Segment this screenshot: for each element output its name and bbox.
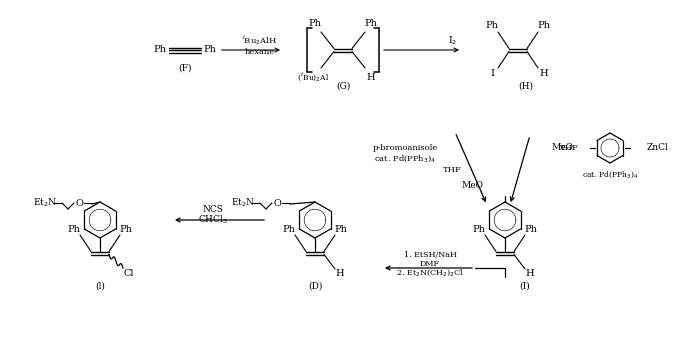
Text: 2. Et$_2$N(CH$_2$)$_2$Cl: 2. Et$_2$N(CH$_2$)$_2$Cl xyxy=(396,268,464,279)
Text: 1. EtSH/NaH: 1. EtSH/NaH xyxy=(403,251,457,259)
Text: (F): (F) xyxy=(179,63,192,72)
Text: Ph: Ph xyxy=(68,225,80,235)
Text: Ph: Ph xyxy=(473,225,485,235)
Text: Ph: Ph xyxy=(309,19,322,27)
Text: DMF: DMF xyxy=(420,260,440,268)
Text: ($^t$Bu)$_2$Al: ($^t$Bu)$_2$Al xyxy=(297,70,329,84)
Text: (G): (G) xyxy=(336,82,350,91)
Text: Ph: Ph xyxy=(120,225,132,235)
Text: Ph: Ph xyxy=(282,225,295,235)
Text: H: H xyxy=(336,270,345,279)
Text: THF: THF xyxy=(443,166,462,174)
Text: (H): (H) xyxy=(518,82,534,91)
Text: Ph: Ph xyxy=(203,46,217,55)
Text: (I): (I) xyxy=(520,282,530,291)
Text: p-bromoanisole: p-bromoanisole xyxy=(372,144,437,152)
Text: H: H xyxy=(540,70,548,79)
Text: Et$_2$N: Et$_2$N xyxy=(231,197,255,209)
Text: O: O xyxy=(75,199,83,208)
Text: (D): (D) xyxy=(308,282,322,291)
Text: I$_2$: I$_2$ xyxy=(448,35,457,47)
Text: ZnCl: ZnCl xyxy=(647,143,668,153)
Text: I: I xyxy=(490,70,494,79)
Text: Ph: Ph xyxy=(538,22,550,31)
Text: H: H xyxy=(367,72,375,82)
Text: cat. Pd(PPh$_3$)$_4$: cat. Pd(PPh$_3$)$_4$ xyxy=(582,169,639,180)
Text: MeO: MeO xyxy=(551,143,573,153)
Text: (l): (l) xyxy=(95,282,105,291)
Text: Ph: Ph xyxy=(334,225,347,235)
Text: Ph: Ph xyxy=(525,225,538,235)
Text: Et$_2$N: Et$_2$N xyxy=(33,197,57,209)
Text: Ph: Ph xyxy=(365,19,377,27)
Text: O: O xyxy=(273,199,281,208)
Text: Cl: Cl xyxy=(124,269,134,277)
Text: H: H xyxy=(526,269,534,277)
Text: NCS: NCS xyxy=(203,204,224,213)
Text: $^{i}$Bu$_2$AlH: $^{i}$Bu$_2$AlH xyxy=(242,33,277,47)
Text: THF: THF xyxy=(560,144,579,152)
Text: CHCl$_3$: CHCl$_3$ xyxy=(198,214,228,226)
Text: Ph: Ph xyxy=(486,22,498,31)
Text: cat. Pd(PPh$_3$)$_4$: cat. Pd(PPh$_3$)$_4$ xyxy=(374,154,436,165)
Text: MeO: MeO xyxy=(461,180,483,189)
Text: hexane: hexane xyxy=(245,48,275,56)
Text: Ph: Ph xyxy=(154,46,167,55)
